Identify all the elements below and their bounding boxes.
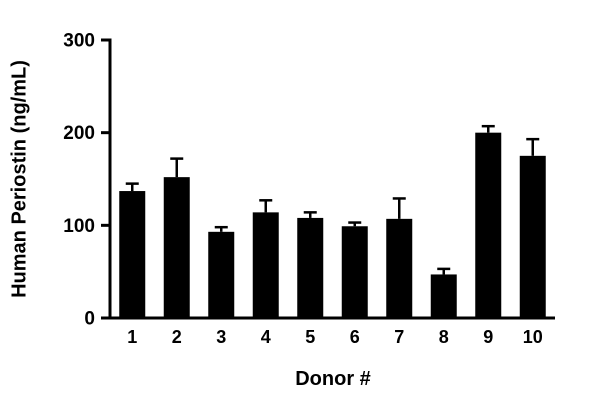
x-tick-label: 9 [483,327,493,347]
x-tick-label: 1 [127,327,137,347]
x-tick-label: 6 [350,327,360,347]
y-axis-title: Human Periostin (ng/mL) [8,60,31,298]
x-tick-label: 3 [216,327,226,347]
x-tick-label: 2 [172,327,182,347]
x-tick-label: 8 [439,327,449,347]
bar-donor-2 [163,177,190,318]
bar-donor-9 [475,132,502,318]
bar-donor-3 [208,231,235,318]
y-tick-label: 0 [84,309,95,330]
bar-donor-6 [341,226,368,318]
y-tick-label: 300 [63,31,95,52]
x-tick-label: 7 [394,327,404,347]
bar-donor-4 [252,212,279,318]
bar-donor-7 [386,218,413,318]
y-tick-label: 200 [63,123,95,144]
bar-donor-8 [430,274,457,318]
y-tick-label: 100 [63,216,95,237]
bar-donor-10 [519,155,546,318]
bar-donor-1 [119,191,146,318]
x-tick-label: 5 [305,327,315,347]
bar-donor-5 [297,217,324,318]
x-axis-title: Donor # [295,368,371,390]
x-tick-label: 10 [523,327,543,347]
x-tick-label: 4 [261,327,271,347]
